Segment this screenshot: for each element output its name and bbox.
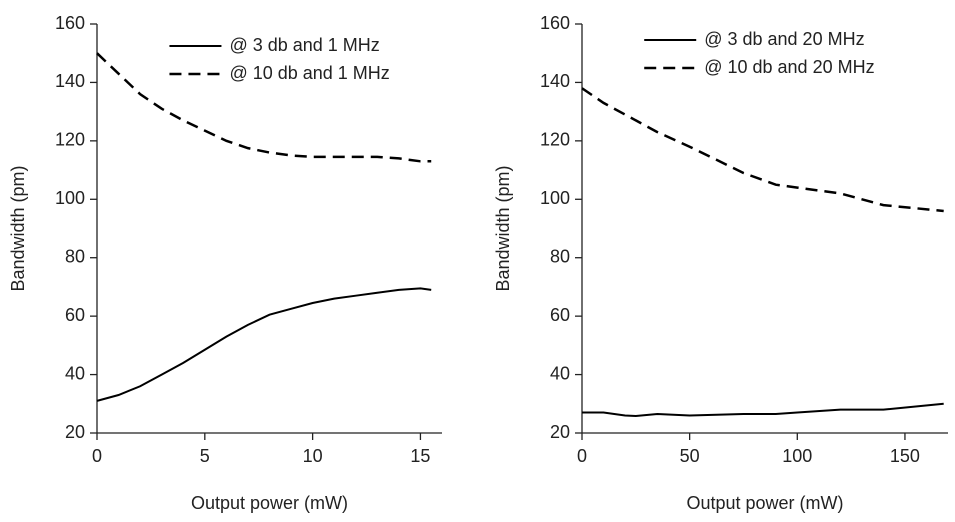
x-tick-label: 50 [680, 446, 700, 466]
y-axis-label: Bandwidth (pm) [493, 165, 513, 291]
y-tick-label: 60 [65, 305, 85, 325]
y-tick-label: 140 [55, 71, 85, 91]
data-line [96, 287, 432, 402]
x-tick-label: 100 [782, 446, 812, 466]
y-tick-label: 160 [540, 13, 570, 33]
x-tick-label: 15 [410, 446, 430, 466]
y-tick-label: 160 [55, 13, 85, 33]
y-tick-label: 20 [550, 422, 570, 442]
x-tick-label: 10 [303, 446, 323, 466]
x-tick-label: 0 [577, 446, 587, 466]
x-tick-label: 150 [890, 446, 920, 466]
y-tick-label: 120 [540, 130, 570, 150]
y-tick-label: 140 [540, 71, 570, 91]
y-tick-label: 20 [65, 422, 85, 442]
y-axis-label: Bandwidth (pm) [8, 165, 28, 291]
x-axis-label: Output power (mW) [191, 493, 348, 513]
x-tick-label: 0 [92, 446, 102, 466]
y-tick-label: 120 [55, 130, 85, 150]
legend-label: @ 10 db and 20 MHz [704, 57, 874, 77]
y-tick-label: 100 [540, 188, 570, 208]
legend-label: @ 3 db and 1 MHz [229, 35, 379, 55]
y-tick-label: 40 [65, 363, 85, 383]
data-line [582, 402, 944, 418]
y-tick-label: 40 [550, 363, 570, 383]
y-tick-label: 80 [550, 246, 570, 266]
data-line [581, 87, 944, 213]
x-axis-label: Output power (mW) [686, 493, 843, 513]
x-tick-label: 5 [200, 446, 210, 466]
legend-label: @ 10 db and 1 MHz [229, 63, 389, 83]
y-tick-label: 60 [550, 305, 570, 325]
legend-label: @ 3 db and 20 MHz [704, 29, 864, 49]
data-line [96, 52, 432, 163]
y-tick-label: 100 [55, 188, 85, 208]
y-tick-label: 80 [65, 246, 85, 266]
